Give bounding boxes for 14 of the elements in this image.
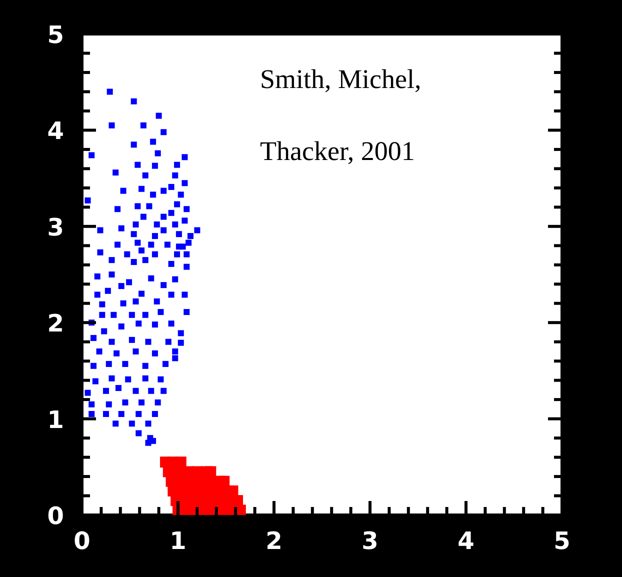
y-tick-label: 5 (47, 21, 64, 49)
x-tick-label: 1 (170, 527, 186, 555)
x-tick-label: 3 (362, 527, 378, 555)
x-tick-label: 4 (458, 527, 474, 555)
y-tick-label: 2 (47, 310, 64, 338)
y-tick-label: 1 (47, 406, 64, 434)
x-tick-label: 2 (266, 527, 282, 555)
annotation: Smith, Michel, (260, 64, 422, 95)
x-tick-label: 5 (554, 527, 570, 555)
y-tick-label: 0 (47, 502, 64, 530)
annotation: Thacker, 2001 (260, 136, 415, 167)
y-tick-label: 3 (47, 213, 64, 242)
x-tick-label: 0 (74, 527, 90, 555)
y-tick-label: 4 (47, 117, 64, 146)
